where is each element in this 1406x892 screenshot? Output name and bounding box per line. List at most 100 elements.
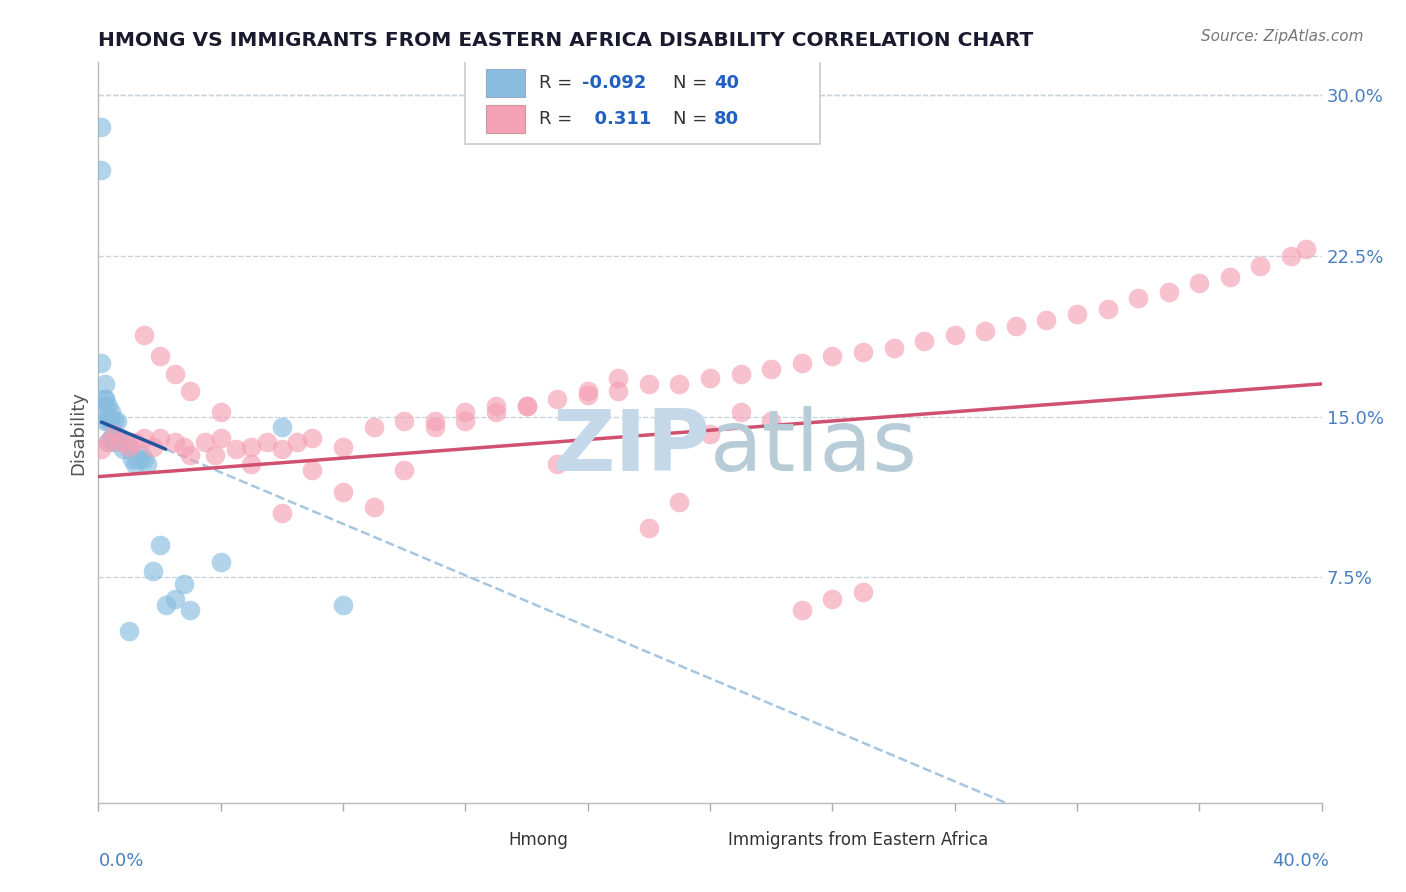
Point bbox=[1295, 242, 1317, 256]
Point bbox=[108, 435, 131, 450]
Point bbox=[1004, 319, 1026, 334]
Text: 40.0%: 40.0% bbox=[1272, 852, 1329, 870]
Point bbox=[179, 384, 201, 398]
Point bbox=[637, 521, 661, 535]
Point bbox=[134, 431, 156, 445]
Point bbox=[118, 624, 141, 639]
Point bbox=[392, 414, 416, 428]
Text: HMONG VS IMMIGRANTS FROM EASTERN AFRICA DISABILITY CORRELATION CHART: HMONG VS IMMIGRANTS FROM EASTERN AFRICA … bbox=[98, 31, 1033, 50]
Point bbox=[485, 399, 508, 413]
Point bbox=[699, 426, 721, 441]
Point bbox=[423, 414, 446, 428]
Point bbox=[93, 392, 115, 407]
Point bbox=[225, 442, 247, 456]
Point bbox=[240, 457, 263, 471]
Point bbox=[90, 120, 112, 134]
Point bbox=[423, 420, 446, 434]
FancyBboxPatch shape bbox=[486, 104, 526, 133]
Point bbox=[637, 377, 661, 392]
Point bbox=[332, 599, 354, 613]
Point bbox=[103, 426, 125, 441]
Point bbox=[97, 409, 120, 424]
Point bbox=[124, 457, 146, 471]
Point bbox=[97, 435, 120, 450]
Point bbox=[852, 345, 875, 359]
Point bbox=[100, 431, 122, 445]
Point bbox=[821, 591, 844, 606]
Point bbox=[546, 457, 568, 471]
Point bbox=[124, 435, 146, 450]
Point bbox=[363, 500, 385, 514]
Point bbox=[790, 356, 813, 370]
Point bbox=[90, 162, 112, 177]
Point bbox=[103, 414, 125, 428]
Point bbox=[108, 431, 131, 445]
Point bbox=[912, 334, 935, 349]
Point bbox=[179, 602, 201, 616]
Point bbox=[105, 414, 128, 428]
Text: N =: N = bbox=[673, 74, 713, 92]
Point bbox=[1249, 260, 1271, 274]
Point bbox=[576, 384, 599, 398]
Point bbox=[363, 420, 385, 434]
Point bbox=[883, 341, 905, 355]
Point bbox=[121, 452, 143, 467]
Point bbox=[1157, 285, 1180, 299]
Point bbox=[256, 435, 278, 450]
Point bbox=[163, 435, 186, 450]
Point bbox=[759, 414, 782, 428]
Point bbox=[204, 448, 226, 462]
Point bbox=[129, 448, 152, 462]
Point bbox=[118, 442, 141, 456]
Point bbox=[115, 435, 138, 450]
Point bbox=[179, 448, 201, 462]
Text: Hmong: Hmong bbox=[508, 830, 568, 849]
Text: R =: R = bbox=[538, 110, 578, 128]
Point bbox=[149, 538, 172, 552]
Point bbox=[118, 440, 141, 454]
Text: N =: N = bbox=[673, 110, 713, 128]
Text: 40: 40 bbox=[714, 74, 738, 92]
Point bbox=[607, 371, 630, 385]
Point bbox=[668, 495, 690, 509]
Point bbox=[285, 435, 308, 450]
Point bbox=[1097, 302, 1119, 317]
Point bbox=[668, 377, 690, 392]
Point bbox=[454, 405, 477, 419]
Point bbox=[943, 328, 966, 343]
Text: 80: 80 bbox=[714, 110, 738, 128]
Point bbox=[301, 463, 323, 477]
Point bbox=[1128, 292, 1150, 306]
Point bbox=[103, 435, 125, 450]
Point bbox=[821, 350, 844, 364]
Point bbox=[163, 367, 186, 381]
Point bbox=[730, 405, 752, 419]
Point bbox=[142, 440, 165, 454]
Point bbox=[454, 414, 477, 428]
FancyBboxPatch shape bbox=[486, 69, 526, 97]
Point bbox=[127, 452, 149, 467]
Point bbox=[209, 405, 232, 419]
Point bbox=[1066, 306, 1088, 320]
Point bbox=[149, 431, 172, 445]
Point bbox=[332, 440, 354, 454]
FancyBboxPatch shape bbox=[465, 829, 496, 851]
Point bbox=[270, 420, 292, 434]
Point bbox=[100, 414, 122, 428]
Point bbox=[392, 463, 416, 477]
Point bbox=[90, 442, 112, 456]
Point bbox=[142, 564, 165, 578]
Y-axis label: Disability: Disability bbox=[69, 391, 87, 475]
Point bbox=[270, 506, 292, 520]
Point bbox=[103, 426, 125, 441]
FancyBboxPatch shape bbox=[686, 829, 716, 851]
Point bbox=[485, 405, 508, 419]
Point bbox=[607, 384, 630, 398]
Point bbox=[93, 377, 115, 392]
Text: 0.0%: 0.0% bbox=[98, 852, 143, 870]
Point bbox=[163, 591, 186, 606]
Point bbox=[852, 585, 875, 599]
Point bbox=[97, 399, 120, 413]
Point bbox=[136, 457, 159, 471]
Point bbox=[240, 440, 263, 454]
